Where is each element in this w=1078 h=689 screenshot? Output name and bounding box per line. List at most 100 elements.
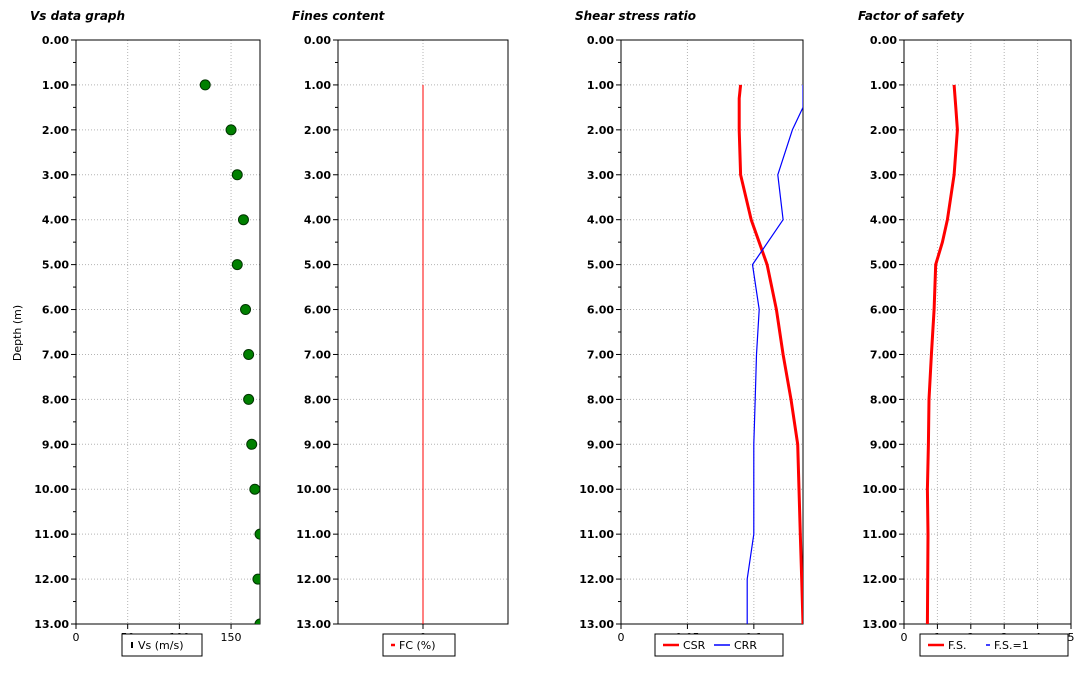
y-tick-label: 7.00 <box>304 348 331 361</box>
y-tick-label: 9.00 <box>42 438 69 451</box>
y-tick-label: 5.00 <box>304 259 331 272</box>
vs-data-point <box>246 438 258 450</box>
x-tick-label: 5 <box>1068 631 1075 644</box>
chart-title-csr: Shear stress ratio <box>575 9 696 23</box>
y-tick-label: 7.00 <box>42 348 69 361</box>
vs-data-point <box>254 618 260 624</box>
y-tick-label: 12.00 <box>296 573 331 586</box>
y-tick-label: 2.00 <box>587 124 614 137</box>
y-tick-label: 4.00 <box>42 214 69 227</box>
y-tick-label: 10.00 <box>862 483 897 496</box>
x-tick-label: 0 <box>901 631 908 644</box>
legend-label: CRR <box>734 639 757 652</box>
vs-data-point <box>243 348 255 360</box>
y-tick-label: 8.00 <box>42 393 69 406</box>
y-tick-label: 4.00 <box>587 214 614 227</box>
plot-frame <box>75 39 261 625</box>
y-tick-label: 1.00 <box>42 79 69 92</box>
series-line-csr <box>737 84 803 624</box>
chart-title-vs: Vs data graph <box>30 9 125 23</box>
y-tick-label: 0.00 <box>587 34 614 47</box>
plot-area <box>925 84 959 624</box>
series-line-f-s- <box>925 84 959 624</box>
y-tick-label: 10.00 <box>579 483 614 496</box>
series-line-crr <box>746 84 803 624</box>
y-tick-label: 12.00 <box>34 573 69 586</box>
y-tick-label: 1.00 <box>587 79 614 92</box>
y-tick-label: 13.00 <box>296 618 331 631</box>
y-tick-label: 13.00 <box>34 618 69 631</box>
x-tick-label: 0 <box>618 631 625 644</box>
vs-data-point <box>231 259 243 271</box>
legend-box <box>919 633 1069 657</box>
y-tick-label: 6.00 <box>304 304 331 317</box>
vs-data-point <box>237 214 249 226</box>
y-tick-label: 10.00 <box>296 483 331 496</box>
vs-data-point <box>249 483 260 495</box>
y-tick-label: 9.00 <box>304 438 331 451</box>
chart-panel-0: 0.00 1.00 2.00 3.00 4.00 5.00 6.00 7.00 8.00 9.00… <box>34 34 261 657</box>
chart-panel-1: 0.00 1.00 2.00 3.00 4.00 5.00 6.00 7.00 8.00 9.00… <box>296 34 509 657</box>
vs-data-point <box>240 304 252 316</box>
y-tick-label: 3.00 <box>587 169 614 182</box>
y-axis-label: Depth (m) <box>11 305 24 361</box>
legend-box <box>121 633 203 657</box>
y-tick-label: 6.00 <box>587 304 614 317</box>
y-tick-label: 6.00 <box>42 304 69 317</box>
y-tick-label: 11.00 <box>296 528 331 541</box>
plot-area <box>199 79 260 624</box>
y-tick-label: 12.00 <box>862 573 897 586</box>
vs-data-point <box>231 169 243 181</box>
y-tick-label: 3.00 <box>870 169 897 182</box>
y-tick-label: 7.00 <box>587 348 614 361</box>
y-tick-label: 4.00 <box>870 214 897 227</box>
chart-panel-2: 0.00 1.00 2.00 3.00 4.00 5.00 6.00 7.00 8.00 9.00… <box>579 34 804 657</box>
y-tick-label: 10.00 <box>34 483 69 496</box>
y-tick-label: 9.00 <box>587 438 614 451</box>
chart-title-fs: Factor of safety <box>858 9 965 23</box>
y-tick-label: 2.00 <box>304 124 331 137</box>
y-tick-label: 8.00 <box>870 393 897 406</box>
y-tick-label: 13.00 <box>862 618 897 631</box>
plot-area <box>737 84 803 624</box>
vs-data-point <box>199 79 211 91</box>
x-tick-label: 150 <box>221 631 242 644</box>
y-tick-label: 12.00 <box>579 573 614 586</box>
vs-data-point <box>225 124 237 136</box>
y-tick-label: 13.00 <box>579 618 614 631</box>
vs-data-point <box>252 573 260 585</box>
plot-frame <box>903 39 1072 625</box>
legend-box <box>382 633 456 657</box>
y-tick-label: 1.00 <box>870 79 897 92</box>
vs-data-point <box>254 528 260 540</box>
y-tick-label: 4.00 <box>304 214 331 227</box>
y-tick-label: 3.00 <box>42 169 69 182</box>
legend-label: Vs (m/s) <box>138 639 184 652</box>
y-tick-label: 5.00 <box>870 259 897 272</box>
legend-label: CSR <box>683 639 706 652</box>
y-tick-label: 9.00 <box>870 438 897 451</box>
legend-label: F.S.=1 <box>994 639 1029 652</box>
x-tick-label: 0 <box>73 631 80 644</box>
y-tick-label: 11.00 <box>579 528 614 541</box>
y-tick-label: 0.00 <box>870 34 897 47</box>
y-tick-label: 1.00 <box>304 79 331 92</box>
chart-panel-3: 0.00 1.00 2.00 3.00 4.00 5.00 6.00 7.00 8.00 9.00… <box>862 34 1075 657</box>
vs-data-point <box>243 393 255 405</box>
legend-label: F.S. <box>948 639 967 652</box>
y-tick-label: 5.00 <box>42 259 69 272</box>
y-tick-label: 7.00 <box>870 348 897 361</box>
chart-title-fc: Fines content <box>292 9 386 23</box>
y-tick-label: 11.00 <box>34 528 69 541</box>
y-tick-label: 2.00 <box>42 124 69 137</box>
plot-frame <box>620 39 804 625</box>
y-tick-label: 3.00 <box>304 169 331 182</box>
y-tick-label: 8.00 <box>587 393 614 406</box>
y-tick-label: 6.00 <box>870 304 897 317</box>
y-tick-label: 8.00 <box>304 393 331 406</box>
y-tick-label: 0.00 <box>42 34 69 47</box>
legend-label: FC (%) <box>399 639 436 652</box>
y-tick-label: 2.00 <box>870 124 897 137</box>
y-tick-label: 0.00 <box>304 34 331 47</box>
